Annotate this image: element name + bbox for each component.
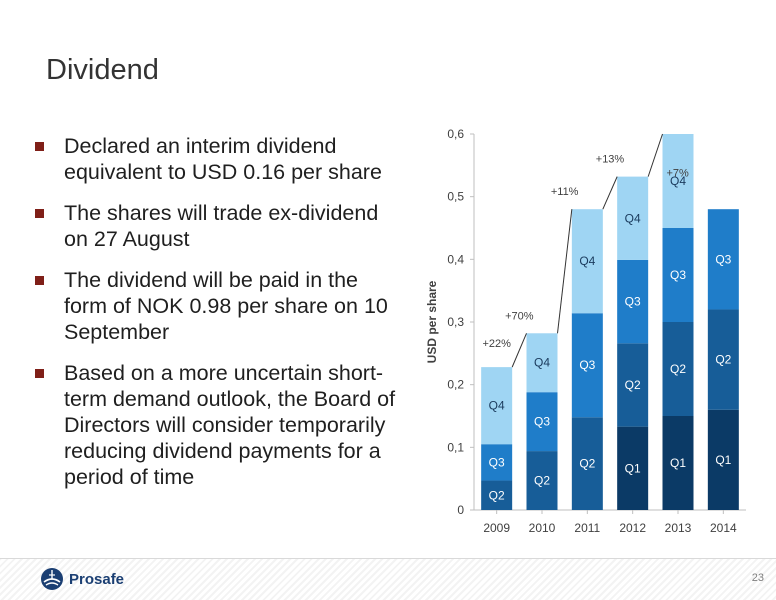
bar-segment-q1-2013 (662, 416, 694, 510)
footer-bar: Prosafe 23 (0, 558, 776, 600)
growth-connector-line (647, 133, 663, 177)
x-tick-label: 2012 (619, 521, 646, 535)
bullet-item: The shares will trade ex-dividend on 27 … (33, 200, 403, 252)
segment-label-q3-2014: Q3 (715, 252, 731, 266)
prosafe-logo: Prosafe (40, 565, 124, 593)
prosafe-globe-icon (41, 568, 63, 590)
bar-segment-q1-2014 (707, 409, 739, 510)
x-tick-label: 2010 (529, 521, 556, 535)
segment-label-q2-2013: Q2 (670, 362, 686, 376)
bar-segment-q2-2010 (526, 451, 558, 510)
bar-segment-q3-2009 (481, 444, 513, 481)
growth-label: +11% (551, 186, 579, 198)
bar-segment-q4-2011 (571, 209, 603, 314)
bullet-item: The dividend will be paid in the form of… (33, 267, 403, 345)
segment-label-q2-2010: Q2 (534, 474, 550, 488)
bar-segment-q2-2014 (707, 309, 739, 410)
square-bullet-icon (35, 142, 44, 151)
y-tick-label: 0,3 (447, 315, 464, 329)
segment-label-q2-2012: Q2 (625, 378, 641, 392)
growth-label: +7% (667, 168, 690, 180)
slide-title: Dividend (46, 54, 159, 86)
y-axis-label: USD per share (425, 280, 439, 363)
segment-label-q2-2011: Q2 (579, 457, 595, 471)
bar-segment-q3-2011 (571, 313, 603, 418)
segment-label-q4-2012: Q4 (625, 211, 641, 225)
segment-label-q4-2009: Q4 (489, 399, 505, 413)
bar-segment-q2-2012 (617, 343, 649, 427)
segment-label-q4-2011: Q4 (579, 254, 595, 268)
x-tick-label: 2011 (574, 521, 600, 535)
y-tick-label: 0,5 (447, 190, 464, 204)
x-tick-label: 2009 (483, 521, 510, 535)
bullet-text: Declared an interim dividend equivalent … (64, 134, 382, 184)
footer-divider (0, 558, 776, 559)
growth-label: +70% (505, 310, 534, 322)
bar-segment-q4-2010 (526, 333, 558, 393)
bar-segment-q4-2013 (662, 134, 694, 228)
bullet-list: Declared an interim dividend equivalent … (33, 133, 403, 505)
segment-label-q1-2014: Q1 (715, 453, 731, 467)
square-bullet-icon (35, 276, 44, 285)
bar-segment-q3-2010 (526, 392, 558, 452)
y-tick-label: 0,4 (447, 252, 464, 266)
growth-connector-line (557, 209, 573, 334)
bar-segment-q4-2012 (617, 176, 649, 260)
segment-label-q3-2009: Q3 (489, 455, 505, 469)
segment-label-q3-2013: Q3 (670, 268, 686, 282)
bullet-item: Based on a more uncertain short-term dem… (33, 360, 403, 490)
segment-label-q2-2009: Q2 (489, 488, 505, 502)
segment-label-q1-2012: Q1 (625, 461, 641, 475)
segment-label-q3-2012: Q3 (625, 295, 641, 309)
segment-label-q2-2014: Q2 (715, 353, 731, 367)
bar-segment-q3-2013 (662, 228, 694, 322)
square-bullet-icon (35, 209, 44, 218)
y-tick-label: 0,1 (447, 440, 464, 454)
bar-segment-q3-2012 (617, 259, 649, 344)
x-tick-label: 2014 (710, 521, 737, 535)
dividend-stacked-bar-chart: 0 0,1 0,2 0,3 0,4 0,5 0,6 USD per share Q2 Q3 Q4 20… (425, 127, 746, 535)
growth-label: +13% (596, 154, 625, 166)
y-tick-label: 0,6 (447, 127, 464, 141)
bullet-text: The shares will trade ex-dividend on 27 … (64, 201, 379, 251)
footer-pattern (0, 558, 776, 600)
bar-segment-q2-2011 (571, 417, 603, 510)
segment-label-q1-2013: Q1 (670, 456, 686, 470)
segment-label-q3-2011: Q3 (579, 358, 595, 372)
bar-segment-q4-2009 (481, 367, 513, 445)
x-tick-label: 2013 (665, 521, 692, 535)
logo-text: Prosafe (69, 570, 125, 588)
bar-segment-q3-2014 (707, 209, 739, 310)
segment-label-q3-2010: Q3 (534, 415, 550, 429)
segment-label-q4-2010: Q4 (534, 356, 550, 370)
bar-segment-q2-2009 (481, 480, 513, 510)
y-tick-label: 0,2 (447, 378, 464, 392)
bullet-text: The dividend will be paid in the form of… (64, 268, 388, 344)
y-tick-label: 0 (457, 503, 464, 517)
bullet-item: Declared an interim dividend equivalent … (33, 133, 403, 185)
growth-label-start: +22% (482, 338, 511, 350)
growth-connector-line (602, 176, 618, 210)
page-number: 23 (751, 572, 764, 584)
bar-segment-q2-2013 (662, 322, 694, 416)
bullet-text: Based on a more uncertain short-term dem… (64, 361, 396, 489)
growth-connector-line (511, 333, 527, 368)
segment-label-q4-2013: Q4 (670, 174, 686, 188)
bar-segment-q1-2012 (617, 426, 649, 510)
square-bullet-icon (35, 369, 44, 378)
